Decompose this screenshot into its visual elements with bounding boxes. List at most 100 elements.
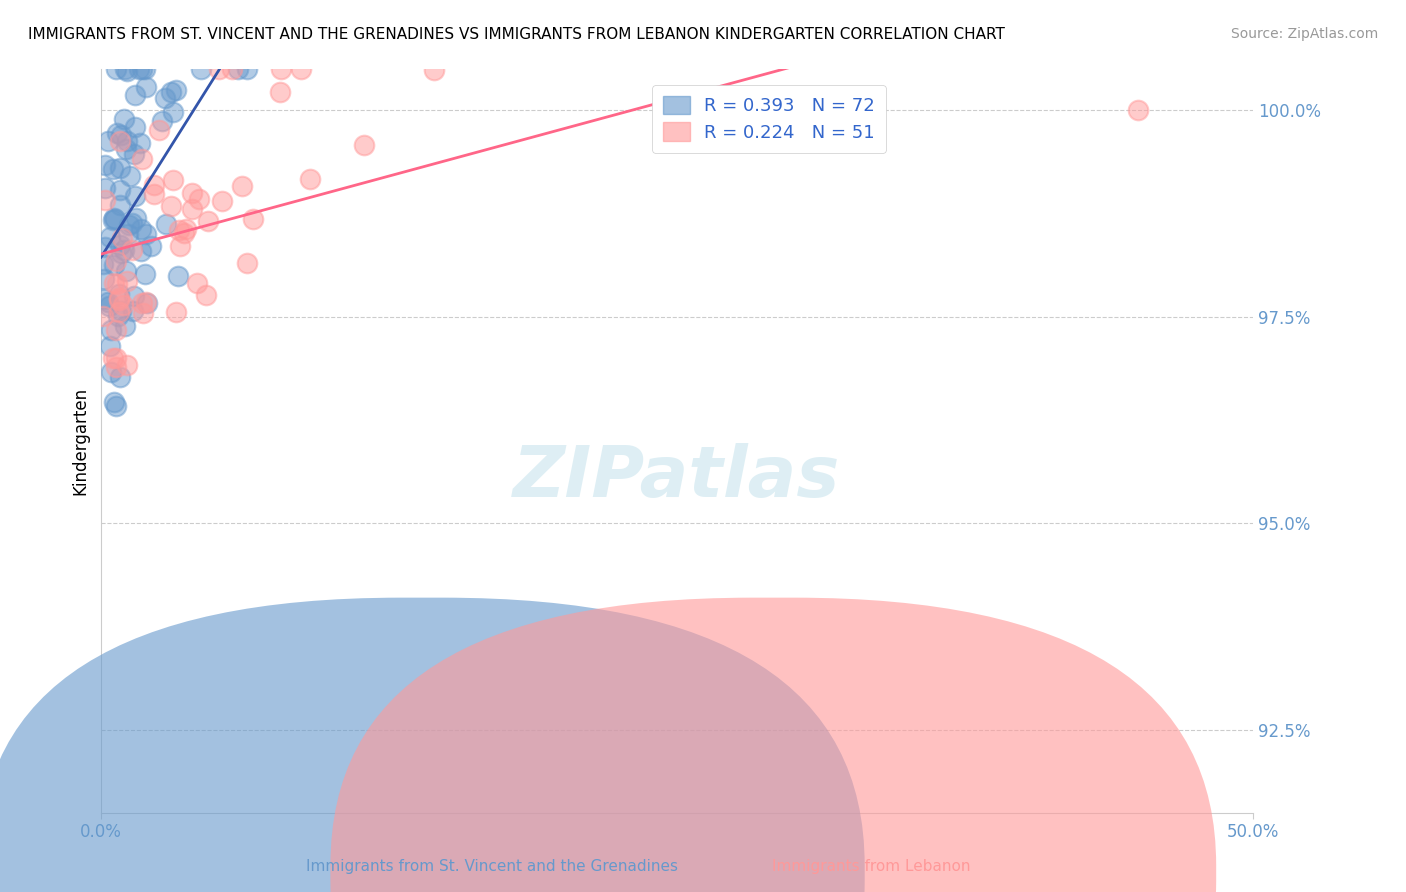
Point xyxy=(122,147,145,161)
Point xyxy=(150,113,173,128)
Point xyxy=(103,211,125,225)
Point xyxy=(97,134,120,148)
Point xyxy=(423,63,446,78)
Point xyxy=(100,365,122,379)
Point xyxy=(94,193,117,207)
Point xyxy=(108,369,131,384)
Point xyxy=(104,359,127,374)
Point xyxy=(148,123,170,137)
Point xyxy=(110,303,132,318)
Y-axis label: Kindergarten: Kindergarten xyxy=(72,386,89,495)
Point xyxy=(242,211,264,226)
Point xyxy=(153,91,176,105)
Point xyxy=(105,126,128,140)
Point xyxy=(120,169,142,183)
Point xyxy=(104,399,127,413)
Point xyxy=(114,142,136,156)
Point xyxy=(115,274,138,288)
Point xyxy=(236,256,259,270)
Point xyxy=(104,62,127,76)
Point xyxy=(103,258,125,272)
Point xyxy=(112,112,135,126)
Point xyxy=(122,304,145,318)
Point xyxy=(226,62,249,76)
Text: IMMIGRANTS FROM ST. VINCENT AND THE GRENADINES VS IMMIGRANTS FROM LEBANON KINDER: IMMIGRANTS FROM ST. VINCENT AND THE GREN… xyxy=(28,27,1005,42)
Point xyxy=(103,394,125,409)
Point xyxy=(97,295,120,310)
Point xyxy=(115,264,138,278)
Point xyxy=(139,239,162,253)
Text: ZIPatlas: ZIPatlas xyxy=(513,443,841,512)
Point xyxy=(114,62,136,76)
Point xyxy=(162,105,184,120)
Point xyxy=(159,85,181,99)
Point xyxy=(103,211,125,226)
Point xyxy=(110,183,132,197)
Point xyxy=(93,292,115,306)
Point xyxy=(128,136,150,151)
Point xyxy=(125,211,148,226)
Point xyxy=(110,128,132,143)
Point xyxy=(197,214,219,228)
Point xyxy=(128,62,150,76)
Point xyxy=(124,189,146,203)
Point xyxy=(162,173,184,187)
Point xyxy=(108,291,131,305)
Point xyxy=(108,134,131,148)
Point xyxy=(93,257,115,271)
Point xyxy=(269,85,291,99)
Point xyxy=(122,289,145,303)
Point xyxy=(270,62,292,76)
Point xyxy=(134,267,156,281)
Point xyxy=(121,244,143,258)
Point xyxy=(117,359,139,373)
Point xyxy=(110,161,132,176)
Point xyxy=(186,277,208,291)
Point xyxy=(107,277,129,292)
Point xyxy=(353,138,375,153)
Point xyxy=(104,323,127,337)
Point xyxy=(101,351,124,365)
Point xyxy=(117,64,139,78)
Point xyxy=(111,230,134,244)
Point xyxy=(105,351,128,365)
Point xyxy=(1126,103,1149,117)
Point xyxy=(181,202,204,216)
Point xyxy=(129,222,152,236)
Point xyxy=(94,240,117,254)
Point xyxy=(142,178,165,193)
Point xyxy=(187,192,209,206)
Point xyxy=(103,276,125,290)
Point xyxy=(110,246,132,260)
Point xyxy=(108,198,131,212)
Point xyxy=(134,62,156,76)
Point xyxy=(121,216,143,230)
Point xyxy=(112,243,135,257)
Point xyxy=(135,227,157,242)
Point xyxy=(135,79,157,94)
Point xyxy=(100,323,122,337)
Text: Immigrants from St. Vincent and the Grenadines: Immigrants from St. Vincent and the Gren… xyxy=(307,859,678,874)
Point xyxy=(131,296,153,310)
Point xyxy=(118,218,141,232)
Point xyxy=(155,217,177,231)
Point xyxy=(173,227,195,241)
Point xyxy=(124,88,146,103)
Point xyxy=(101,213,124,227)
Point xyxy=(231,179,253,194)
Point xyxy=(169,239,191,253)
Point xyxy=(117,227,139,241)
Point xyxy=(97,299,120,313)
Point xyxy=(180,186,202,200)
Text: Immigrants from Lebanon: Immigrants from Lebanon xyxy=(772,859,972,874)
Point xyxy=(211,194,233,209)
Point xyxy=(93,272,115,286)
Point xyxy=(107,286,129,301)
Point xyxy=(131,62,153,76)
Point xyxy=(132,306,155,320)
Point xyxy=(93,181,115,195)
Point xyxy=(195,288,218,302)
Point xyxy=(117,135,139,149)
Point xyxy=(98,230,121,244)
Point xyxy=(167,223,190,237)
